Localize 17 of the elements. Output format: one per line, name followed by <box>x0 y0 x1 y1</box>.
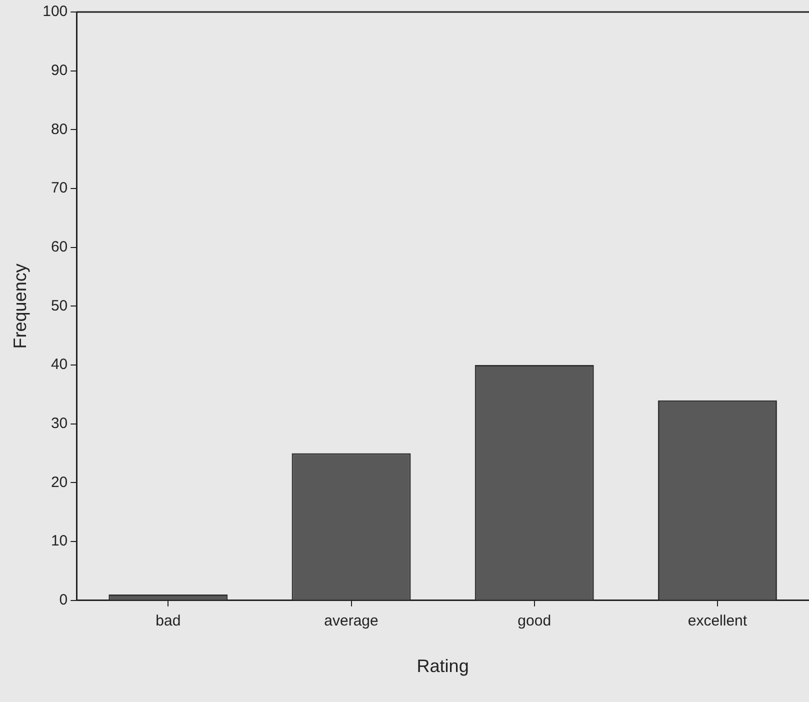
y-tick-label: 80 <box>50 120 68 138</box>
y-axis-title: Frequency <box>10 264 30 349</box>
y-tick-label: 70 <box>50 180 68 197</box>
x-tick-label: good <box>518 612 552 630</box>
x-tick-label: average <box>324 612 378 630</box>
y-tick-label: 30 <box>50 415 68 432</box>
y-tick-label: 60 <box>50 238 68 256</box>
x-tick-label: excellent <box>688 612 748 630</box>
y-tick-label: 100 <box>42 3 68 20</box>
y-tick-label: 0 <box>59 592 68 609</box>
y-tick-label: 40 <box>50 356 68 374</box>
y-tick-label: 20 <box>50 474 68 491</box>
y-tick-label: 90 <box>50 62 68 79</box>
y-tick-label: 10 <box>50 532 68 550</box>
x-axis-title: Rating <box>416 656 469 676</box>
x-tick-label: bad <box>156 612 181 630</box>
y-tick-label: 50 <box>50 297 68 314</box>
